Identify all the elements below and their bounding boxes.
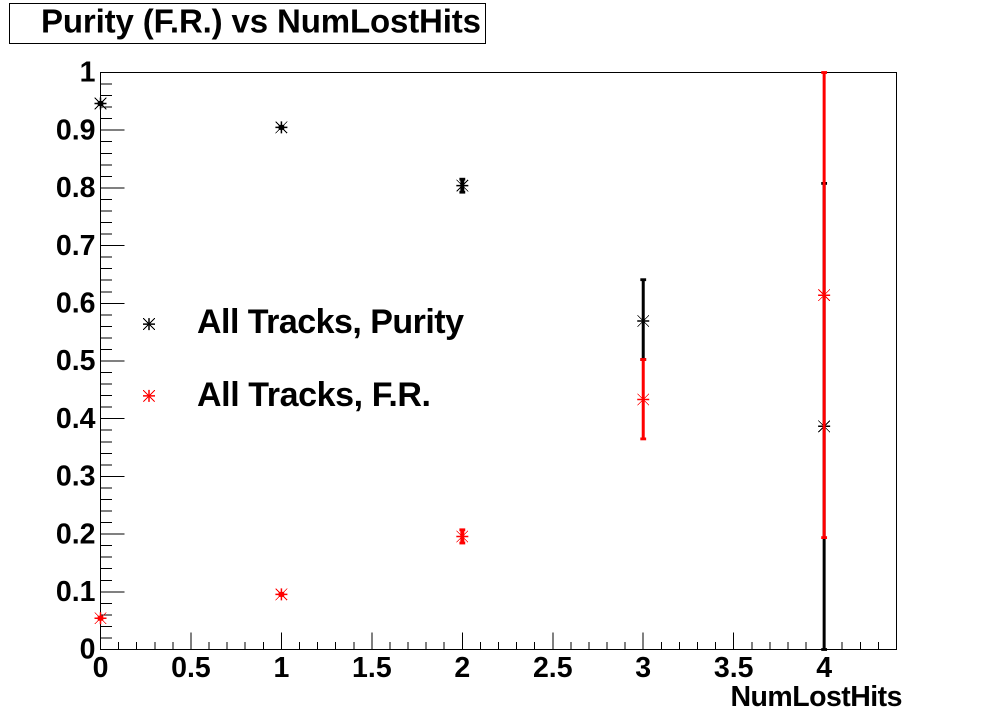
svg-text:0.7: 0.7 — [56, 230, 96, 262]
svg-text:0.3: 0.3 — [56, 461, 96, 493]
svg-text:0.6: 0.6 — [56, 288, 96, 320]
svg-text:All Tracks, F.R.: All Tracks, F.R. — [197, 376, 431, 414]
svg-text:0.9: 0.9 — [56, 114, 96, 146]
svg-text:0.2: 0.2 — [56, 518, 96, 550]
svg-text:0.5: 0.5 — [56, 345, 96, 377]
svg-text:1: 1 — [80, 57, 96, 89]
svg-text:2: 2 — [454, 652, 470, 684]
svg-text:4: 4 — [816, 652, 832, 684]
svg-text:0.4: 0.4 — [56, 403, 96, 435]
svg-text:0.5: 0.5 — [171, 652, 211, 684]
svg-text:NumLostHits: NumLostHits — [731, 681, 903, 713]
svg-text:0: 0 — [93, 652, 109, 684]
svg-text:3.5: 3.5 — [714, 652, 754, 684]
svg-text:Purity (F.R.) vs NumLostHits: Purity (F.R.) vs NumLostHits — [41, 3, 481, 40]
svg-text:1: 1 — [273, 652, 289, 684]
svg-text:1.5: 1.5 — [352, 652, 392, 684]
svg-text:0.1: 0.1 — [56, 576, 96, 608]
svg-text:3: 3 — [635, 652, 651, 684]
svg-text:All Tracks, Purity: All Tracks, Purity — [197, 303, 464, 341]
svg-text:2.5: 2.5 — [533, 652, 573, 684]
svg-text:0: 0 — [80, 634, 96, 666]
svg-text:0.8: 0.8 — [56, 172, 96, 204]
